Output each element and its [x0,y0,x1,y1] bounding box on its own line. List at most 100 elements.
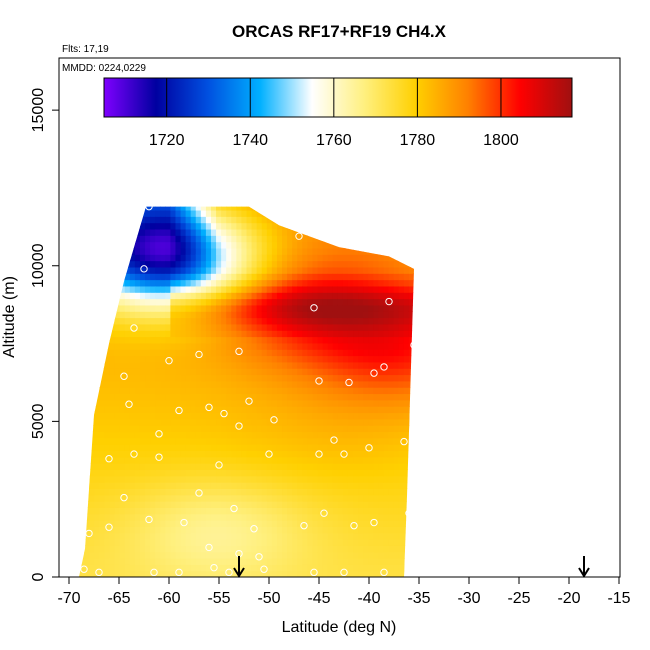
field-cell [363,475,369,483]
field-cell [221,285,227,293]
field-cell [373,539,380,546]
field-cell [261,456,268,464]
field-cell [302,539,308,546]
field-cell [139,551,146,559]
field-cell [307,279,314,287]
field-cell [358,418,364,426]
field-cell [393,513,400,521]
field-cell [332,349,339,357]
field-cell [282,374,288,382]
field-cell [150,285,156,293]
field-cell [276,539,283,546]
field-cell [337,564,344,572]
field-cell [368,406,374,414]
field-cell [216,412,222,420]
field-cell [205,450,212,458]
field-cell [292,355,298,363]
field-cell [231,380,237,388]
field-cell [383,311,390,319]
field-cell [332,570,339,578]
field-cell [373,564,380,572]
field-cell [266,532,273,540]
field-cell [241,273,248,281]
field-cell [342,520,349,527]
field-cell [353,298,359,306]
field-cell [398,330,405,338]
field-cell [129,570,136,578]
field-cell [94,431,100,439]
field-cell [216,273,222,281]
field-cell [251,342,258,350]
field-cell [388,266,395,274]
field-cell [287,235,293,243]
field-cell [363,520,369,527]
field-cell [247,197,253,204]
field-cell [413,387,414,395]
field-cell [94,266,100,274]
field-cell [373,482,380,489]
field-cell [205,206,212,211]
field-cell [119,273,126,281]
field-cell [190,406,197,414]
field-cell [302,228,308,236]
field-cell [236,482,243,489]
field-cell [145,260,151,268]
field-cell [185,501,192,508]
field-cell [368,570,374,578]
field-cell [119,494,126,502]
field-cell [358,501,364,508]
field-cell [363,235,369,243]
field-cell [282,247,288,255]
field-cell [353,228,359,236]
field-cell [119,463,126,471]
field-cell [297,330,303,338]
field-cell [170,330,177,338]
field-cell [200,520,207,527]
field-cell [307,368,314,376]
field-cell [337,361,344,369]
field-cell [200,368,207,376]
field-cell [210,456,217,464]
field-cell [347,507,354,515]
field-cell [312,311,319,319]
field-cell [343,197,349,204]
field-cell [317,494,324,502]
field-cell [312,336,319,344]
field-cell [79,355,85,363]
field-cell [195,317,202,325]
field-cell [160,355,166,363]
field-cell [79,206,80,211]
field-cell [134,450,141,458]
field-cell [332,393,339,401]
field-cell [266,456,273,464]
field-cell [276,526,283,534]
field-cell [388,279,395,287]
sample-point [235,422,243,430]
field-cell [246,368,253,376]
field-cell [302,349,308,357]
field-cell [302,247,308,255]
field-cell [378,311,385,319]
field-cell [383,469,390,477]
field-cell [79,349,80,357]
field-cell [393,494,400,502]
field-cell [205,463,212,471]
field-cell [226,469,232,477]
field-cell [155,501,161,508]
sample-point [250,525,258,533]
field-cell [124,482,131,489]
field-cell [322,387,329,395]
field-cell [276,488,283,496]
field-cell [337,260,344,268]
field-cell [297,399,303,407]
field-cell [251,532,258,540]
field-cell [246,330,253,338]
field-cell [170,361,177,369]
field-cell [261,412,268,420]
field-cell [216,323,222,331]
field-cell [388,298,395,306]
field-cell [368,463,374,471]
field-cell [256,368,263,376]
field-cell [175,197,181,204]
field-cell [302,507,308,515]
